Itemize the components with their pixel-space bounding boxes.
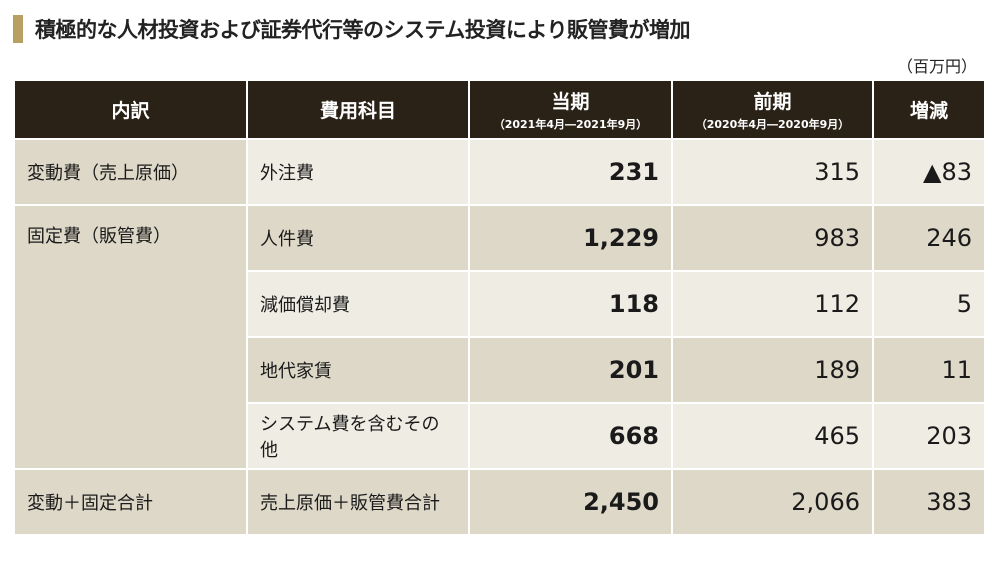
category-cell: 変動費（売上原価） <box>15 140 246 204</box>
item-cell: 地代家賃 <box>248 338 468 402</box>
header-item: 費用科目 <box>248 81 468 138</box>
category-cell: 変動＋固定合計 <box>15 470 246 534</box>
table-row: 減価償却費 118 112 5 <box>15 272 984 336</box>
header-current: 当期 （2021年4月―2021年9月） <box>470 81 671 138</box>
previous-value-cell: 112 <box>673 272 872 336</box>
current-value-cell: 2,450 <box>470 470 671 534</box>
table-row: 固定費（販管費） 人件費 1,229 983 246 <box>15 206 984 468</box>
title-bar: 積極的な人材投資および証券代行等のシステム投資により販管費が増加 <box>13 14 690 44</box>
header-current-period: （2021年4月―2021年9月） <box>493 118 648 131</box>
item-cell: システム費を含むその他 <box>248 404 468 468</box>
expense-table: 内訳 費用科目 当期 （2021年4月―2021年9月） 前期 （2020年4月… <box>13 79 986 536</box>
item-cell: 外注費 <box>248 140 468 204</box>
table-row: システム費を含むその他 668 465 203 <box>15 404 984 468</box>
previous-value-cell: 315 <box>673 140 872 204</box>
item-cell: 人件費 <box>248 206 468 270</box>
header-previous: 前期 （2020年4月―2020年9月） <box>673 81 872 138</box>
current-value-cell: 231 <box>470 140 671 204</box>
unit-label: （百万円） <box>896 57 977 76</box>
item-cell: 減価償却費 <box>248 272 468 336</box>
change-value-cell: 383 <box>874 470 984 534</box>
change-value-cell: 11 <box>874 338 984 402</box>
header-change: 増減 <box>874 81 984 138</box>
current-value-cell: 668 <box>470 404 671 468</box>
page-title: 積極的な人材投資および証券代行等のシステム投資により販管費が増加 <box>35 18 690 42</box>
change-value-cell: ▲83 <box>874 140 984 204</box>
title-accent-mark <box>13 15 23 43</box>
header-previous-label: 前期 <box>753 91 792 113</box>
table-row: 変動費（売上原価） 外注費 231 315 ▲83 <box>15 140 984 204</box>
current-value-cell: 118 <box>470 272 671 336</box>
change-value-cell: 5 <box>874 272 984 336</box>
previous-value-cell: 465 <box>673 404 872 468</box>
item-cell: 売上原価＋販管費合計 <box>248 470 468 534</box>
change-value-cell: 246 <box>874 206 984 270</box>
category-cell: 固定費（販管費） <box>15 206 246 468</box>
table-row: 地代家賃 201 189 11 <box>15 338 984 402</box>
previous-value-cell: 2,066 <box>673 470 872 534</box>
header-breakdown: 内訳 <box>15 81 246 138</box>
header-current-label: 当期 <box>551 91 590 113</box>
previous-value-cell: 189 <box>673 338 872 402</box>
current-value-cell: 1,229 <box>470 206 671 270</box>
header-row: 内訳 費用科目 当期 （2021年4月―2021年9月） 前期 （2020年4月… <box>15 81 984 138</box>
table-row-total: 変動＋固定合計 売上原価＋販管費合計 2,450 2,066 383 <box>15 470 984 534</box>
current-value-cell: 201 <box>470 338 671 402</box>
change-value-cell: 203 <box>874 404 984 468</box>
header-previous-period: （2020年4月―2020年9月） <box>695 118 850 131</box>
previous-value-cell: 983 <box>673 206 872 270</box>
